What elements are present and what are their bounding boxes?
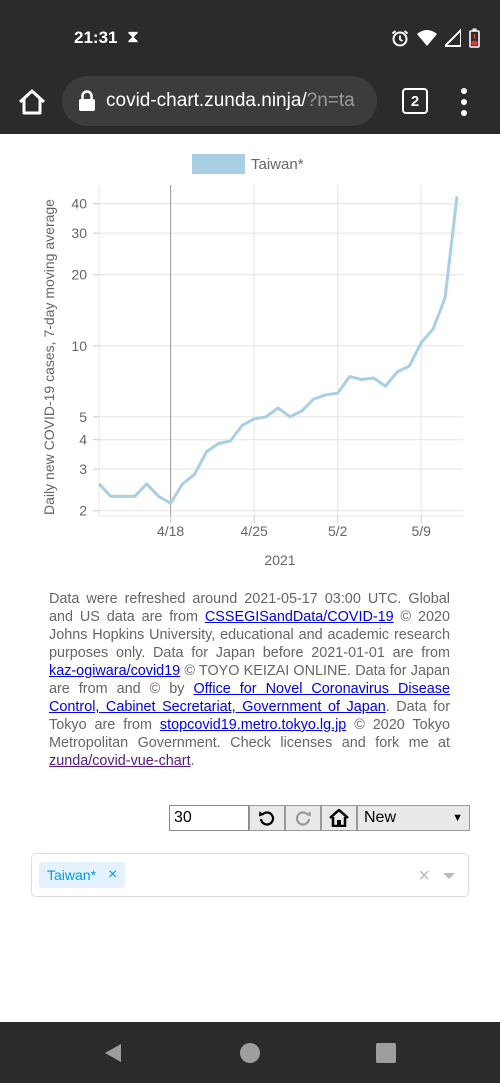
series-line-taiwan	[97, 196, 459, 505]
link-stopcovid19-tokyo[interactable]: stopcovid19.metro.tokyo.lg.jp	[159, 717, 347, 733]
y-tick-label: 20	[71, 267, 87, 283]
redo-icon	[295, 811, 311, 826]
x-tick-label: 4/18	[157, 523, 184, 539]
mode-select[interactable]: New ▼	[357, 805, 470, 831]
x-tick-label: 4/25	[241, 523, 268, 539]
link-github-repo[interactable]: zunda/covid-vue-chart	[49, 753, 191, 769]
dropdown-arrow-icon: ▼	[452, 812, 463, 824]
legend-swatch	[192, 154, 245, 174]
recents-icon[interactable]	[376, 1043, 396, 1063]
x-tick-label: 5/9	[411, 523, 431, 539]
url-query: ?n=ta	[306, 90, 355, 111]
cases-chart: Taiwan* Daily new COVID-19 cases, 7-day …	[41, 154, 463, 568]
y-tick-label: 30	[71, 225, 87, 241]
link-kaz-ogiwara[interactable]: kaz-ogiwara/covid19	[49, 663, 181, 679]
legend-label: Taiwan*	[251, 156, 304, 173]
status-bar: 21:31 ⧗	[0, 0, 500, 72]
address-bar[interactable]: covid-chart.zunda.ninja/?n=ta	[62, 76, 377, 126]
mode-select-value: New	[364, 809, 397, 826]
notice-text: . Data for Tokyo are from	[49, 699, 451, 733]
y-tick-label: 2	[79, 503, 87, 519]
wifi-icon	[417, 30, 437, 46]
status-time: 21:31	[74, 28, 118, 47]
y-axis-label: Daily new COVID-19 cases, 7-day moving a…	[41, 199, 57, 515]
android-nav-bar	[0, 1022, 500, 1083]
back-icon[interactable]	[102, 1042, 124, 1064]
home-icon[interactable]	[16, 86, 48, 118]
link-cabinet-secretariat[interactable]: Office for Novel Coronavirus Disease Con…	[49, 681, 450, 715]
y-tick-label: 4	[79, 432, 87, 448]
undo-button[interactable]	[249, 805, 285, 831]
more-menu-icon[interactable]	[456, 86, 472, 118]
y-tick-label: 40	[71, 196, 87, 212]
country-multiselect[interactable]: Taiwan* × ×	[31, 853, 469, 897]
y-tick-label: 3	[79, 461, 87, 477]
url-text: covid-chart.zunda.ninja/?n=ta	[106, 90, 355, 112]
browser-toolbar: covid-chart.zunda.ninja/?n=ta 2	[0, 72, 500, 134]
selected-tag-label: Taiwan*	[47, 867, 97, 883]
data-sources-notice: Data were refreshed around 2021-05-17 03…	[49, 590, 450, 770]
notice-text: © 2020 Johns Hopkins University, educati…	[49, 609, 450, 661]
signal-icon	[445, 29, 461, 47]
y-tick-label: 10	[71, 338, 87, 354]
reset-home-button[interactable]	[321, 805, 357, 831]
battery-icon	[469, 28, 480, 48]
hourglass-icon: ⧗	[127, 27, 139, 46]
notice-text: © TOYO KEIZAI ONLINE. Data for Japan are…	[49, 663, 450, 697]
y-tick-label: 5	[79, 409, 87, 425]
redo-button[interactable]	[285, 805, 321, 831]
alarm-icon	[391, 30, 409, 47]
link-csse-data[interactable]: CSSEGISandData/COVID-19	[204, 609, 394, 625]
url-main: covid-chart.zunda.ninja/	[106, 90, 307, 111]
x-axis-label: 2021	[264, 552, 295, 568]
notice-text: .	[190, 753, 195, 769]
chevron-down-icon[interactable]	[443, 873, 455, 879]
undo-icon	[259, 811, 275, 826]
tab-switcher-button[interactable]: 2	[402, 88, 428, 114]
chart-controls: New ▼	[169, 805, 470, 831]
x-tick-label: 5/2	[328, 523, 348, 539]
home-nav-icon[interactable]	[238, 1041, 262, 1065]
notice-text: © 2020 Tokyo Metropolitan Government. Ch…	[49, 717, 450, 751]
home-icon	[329, 809, 349, 827]
notice-text: Data were refreshed around 2021-05-17 03…	[49, 591, 450, 625]
lock-icon	[79, 90, 95, 111]
selected-tag: Taiwan* ×	[39, 862, 126, 888]
clear-selection-icon[interactable]: ×	[418, 865, 430, 887]
remove-tag-icon[interactable]: ×	[108, 866, 118, 883]
days-input[interactable]	[169, 805, 249, 831]
